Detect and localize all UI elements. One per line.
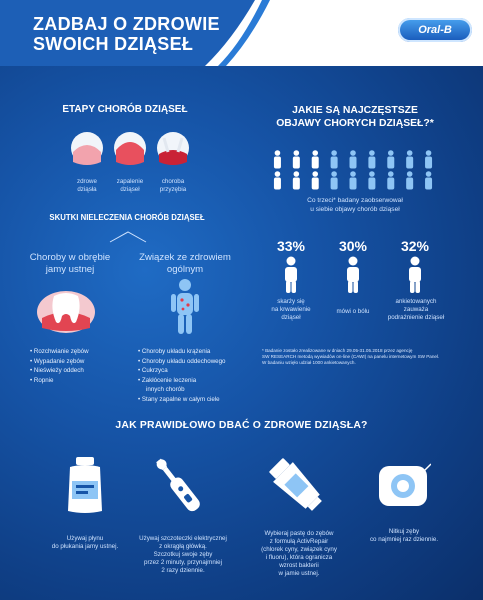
- list-item: Zakłócenie leczenia: [138, 376, 258, 386]
- mouthwash-icon: [68, 457, 102, 513]
- stat-irritation: 32%: [400, 238, 430, 254]
- stage-label-2: zapalenie dziąseł: [116, 178, 144, 193]
- person-icon: [311, 150, 319, 169]
- list-item: Nieświeży oddech: [30, 366, 140, 376]
- person-icon: [425, 171, 433, 190]
- person-icon: [330, 171, 338, 190]
- page-title: ZADBAJ O ZDROWIE SWOICH DZIĄSEŁ: [33, 14, 220, 54]
- care-text-toothpaste: Wybieraj pastę do zębów z formułą ActivRe…: [261, 530, 337, 577]
- person-icon: [347, 256, 359, 293]
- list-item: Ropnie: [30, 376, 140, 386]
- inflamed-gum-icon: [114, 132, 146, 165]
- toothpaste-icon: [269, 458, 322, 511]
- person-icon: [285, 256, 297, 293]
- stat-irritation-label: ankietowanych zauważa podrażnienie dziąseł: [387, 298, 445, 321]
- list-item: Cukrzyca: [138, 366, 258, 376]
- person-icon: [273, 150, 281, 169]
- branch-chevron: [109, 231, 147, 243]
- list-item: Stany zapalne w całym ciele: [138, 395, 258, 405]
- person-icon: [292, 171, 300, 190]
- person-icon: [330, 150, 338, 169]
- person-icon: [368, 150, 376, 169]
- tooth-icon: [37, 291, 95, 333]
- stat-bleeding-label: skarży się na krwawienie dziąseł: [271, 298, 311, 321]
- stat-person-icons: [285, 256, 421, 293]
- symptoms-title: JAKIE SĄ NAJCZĘSTSZE OBJAWY CHORYCH DZIĄS…: [276, 105, 434, 129]
- stat-bleeding: 33%: [276, 238, 306, 254]
- person-icon: [409, 256, 421, 293]
- person-icon: [311, 171, 319, 190]
- list-item: Rozchwianie zębów: [30, 347, 140, 357]
- person-icon: [387, 171, 395, 190]
- human-body-icon: [171, 279, 199, 334]
- stat-pain: 30%: [338, 238, 368, 254]
- care-text-floss: Nitkuj zęby co najmniej raz dziennie.: [369, 528, 439, 543]
- gum-stages-graphic: [71, 132, 189, 165]
- person-icon: [349, 171, 357, 190]
- oral-b-logo: Oral-B: [398, 18, 472, 42]
- list-item: Choroby układu oddechowego: [138, 357, 258, 367]
- people-grid: [273, 150, 433, 190]
- person-icon: [349, 150, 357, 169]
- care-text-toothbrush: Używaj szczoteczki elektrycznej z okrągłą…: [139, 535, 227, 574]
- general-health-list: Choroby układu krążenia Choroby układu o…: [138, 347, 258, 405]
- list-item: Choroby układu krążenia: [138, 347, 258, 357]
- stages-title: ETAPY CHORÓB DZIĄSEŁ: [62, 104, 188, 115]
- stage-label-3: choroba przyzębia: [159, 178, 187, 193]
- person-icon: [292, 150, 300, 169]
- list-item: innych chorób: [146, 386, 185, 394]
- general-health-heading: Związek ze zdrowiem ogólnym: [139, 252, 231, 275]
- healthy-gum-icon: [71, 132, 103, 165]
- symptoms-caption: Co trzeci* badany zaobserwował u siebie o…: [307, 197, 403, 213]
- header-shape: [205, 0, 483, 66]
- effects-title: SKUTKI NIELECZENIA CHORÓB DZIĄSEŁ: [49, 213, 205, 222]
- dental-floss-icon: [379, 463, 431, 506]
- person-icon: [273, 171, 281, 190]
- person-icon: [425, 150, 433, 169]
- stat-pain-label: mówi o bólu: [336, 308, 370, 315]
- electric-toothbrush-icon: [156, 458, 200, 512]
- person-icon: [406, 150, 414, 169]
- care-title: JAK PRAWIDŁOWO DBAĆ O ZDROWE DZIĄSŁA?: [115, 420, 368, 431]
- person-icon: [387, 150, 395, 169]
- care-text-mouthwash: Używaj płynu do płukania jamy ustnej.: [51, 535, 119, 550]
- stage-label-1: zdrowe dziąsła: [77, 178, 97, 193]
- list-item: Wypadanie zębów: [30, 357, 140, 367]
- footnote: * Badanie zostało zrealizowane w dniach …: [262, 348, 440, 365]
- person-icon: [406, 171, 414, 190]
- person-icon: [368, 171, 376, 190]
- oral-diseases-heading: Choroby w obrębie jamy ustnej: [29, 252, 111, 275]
- oral-diseases-list: Rozchwianie zębów Wypadanie zębów Nieświ…: [30, 347, 140, 385]
- periodontitis-gum-icon: [157, 132, 189, 165]
